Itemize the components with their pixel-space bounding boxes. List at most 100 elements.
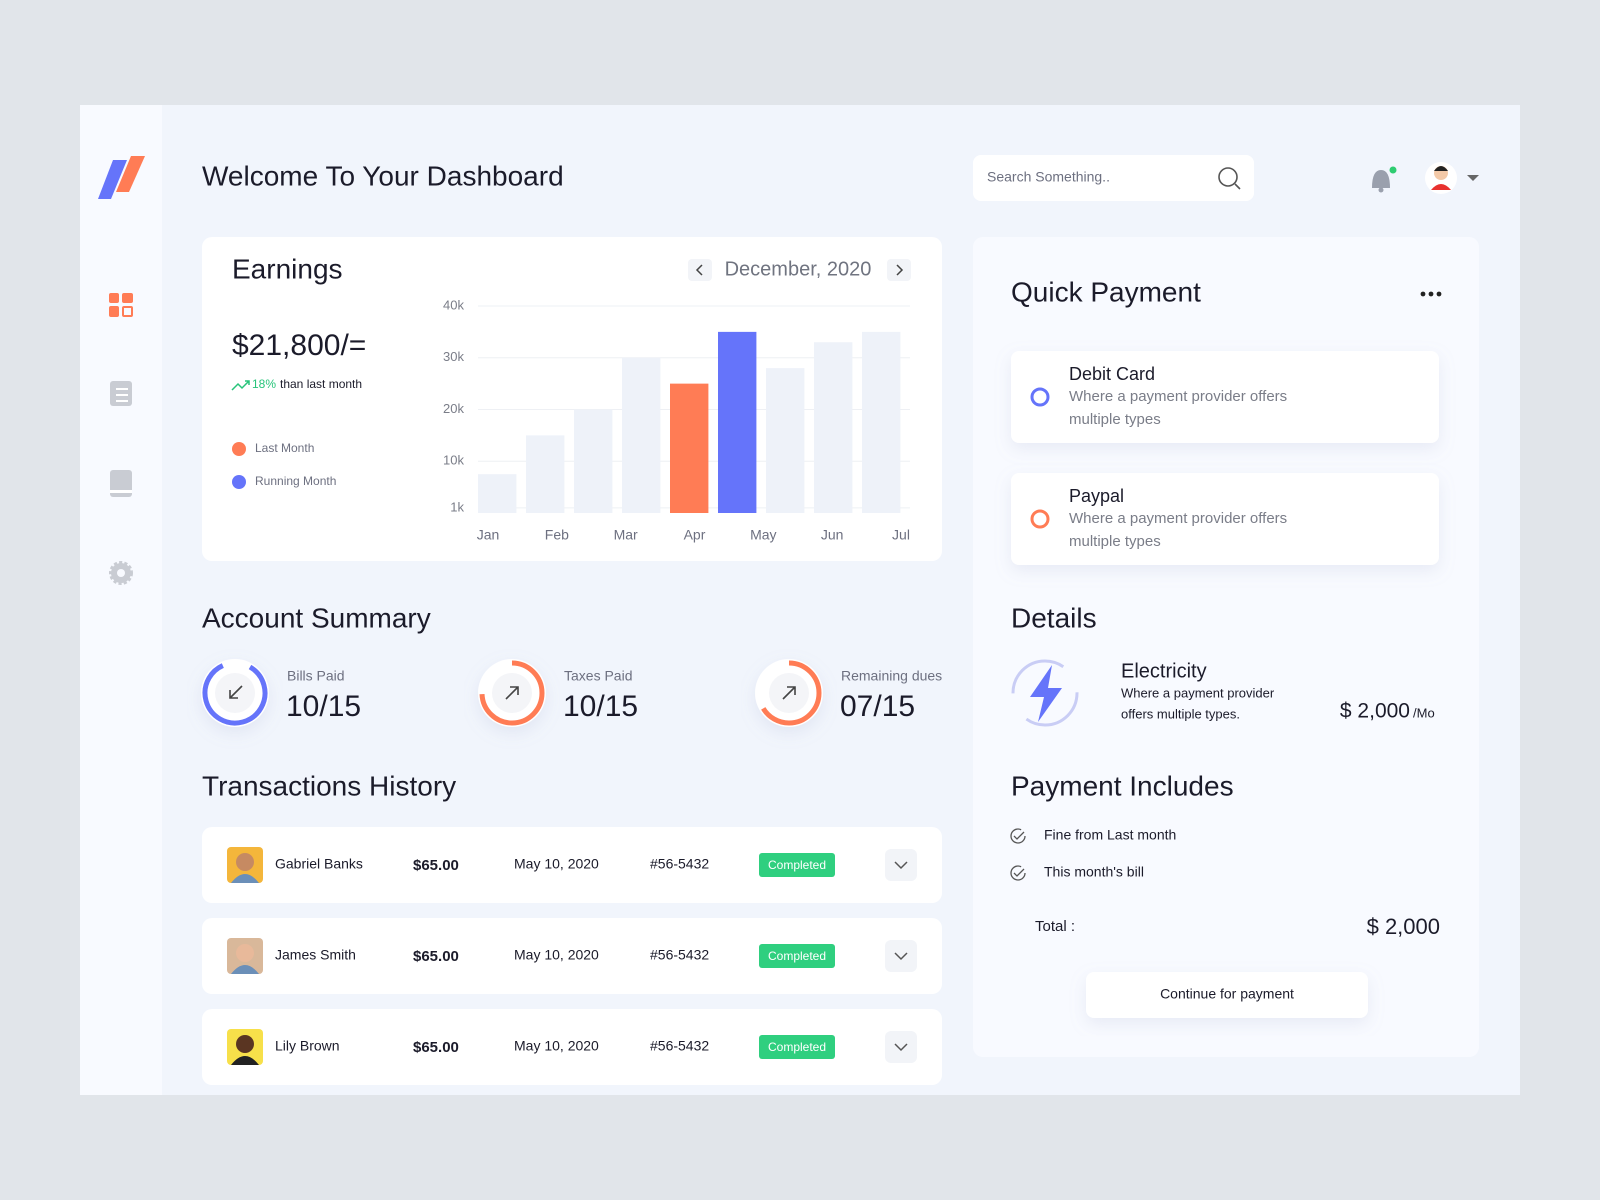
transaction-amount: $65.00 <box>413 1039 459 1056</box>
legend-swatch <box>232 475 246 489</box>
transaction-row <box>202 1009 942 1085</box>
section-title: Transactions History <box>202 770 456 801</box>
payment-option[interactable] <box>1011 351 1439 443</box>
summary-label: Bills Paid <box>287 668 345 684</box>
summary-label: Taxes Paid <box>564 668 632 684</box>
x-tick-label: May <box>750 527 776 543</box>
option-description: Where a payment provider offers <box>1069 388 1287 405</box>
total-value: $ 2,000 <box>1367 914 1440 939</box>
change-value: 18% <box>252 377 276 391</box>
summary-value: 10/15 <box>286 690 361 723</box>
expand-icon <box>894 952 908 961</box>
option-name: Paypal <box>1069 486 1124 506</box>
transaction-id: #56-5432 <box>650 947 709 963</box>
detail-description: offers multiple types. <box>1121 706 1240 721</box>
change-text: than last month <box>280 377 362 391</box>
nav-reports[interactable] <box>110 381 132 406</box>
bar <box>718 331 757 513</box>
x-tick-label: Feb <box>545 527 569 543</box>
sidebar <box>80 105 162 1095</box>
y-tick-label: 20k <box>443 401 464 416</box>
earnings-title: Earnings <box>232 253 343 284</box>
avatar-body <box>231 965 259 974</box>
notifications[interactable] <box>1372 166 1397 193</box>
earnings-total: $21,800/= <box>232 329 366 362</box>
nav-dashboard[interactable] <box>109 293 133 317</box>
bills-ring <box>201 659 269 727</box>
radio <box>1030 509 1050 529</box>
avatar-body <box>231 1056 259 1065</box>
bar <box>622 357 661 513</box>
x-tick-label: Mar <box>614 527 638 543</box>
transaction-date: May 10, 2020 <box>514 856 599 872</box>
nav-settings[interactable] <box>109 561 133 585</box>
status-label: Completed <box>768 949 826 963</box>
include-item: This month's bill <box>1044 864 1144 880</box>
bar <box>766 368 805 513</box>
avatar-face <box>236 853 254 871</box>
transaction-name: Gabriel Banks <box>275 856 363 872</box>
x-tick-label: Jun <box>821 527 844 543</box>
panel-title: Quick Payment <box>1011 276 1201 307</box>
y-tick-label: 40k <box>443 297 464 312</box>
transaction-amount: $65.00 <box>413 857 459 874</box>
bar <box>478 474 517 513</box>
search-placeholder: Search Something.. <box>987 169 1110 185</box>
option-description: multiple types <box>1069 411 1161 428</box>
summary-value: 07/15 <box>840 690 915 723</box>
transaction-date: May 10, 2020 <box>514 947 599 963</box>
period-next[interactable] <box>887 259 911 281</box>
period-prev[interactable] <box>688 259 712 281</box>
payment-option[interactable] <box>1011 473 1439 565</box>
earnings-card <box>202 237 942 561</box>
logo <box>98 156 145 199</box>
period: December, 2020 <box>725 258 872 280</box>
summary-value: 10/15 <box>563 690 638 723</box>
trend-icon <box>231 380 250 391</box>
legend-swatch <box>232 442 246 456</box>
taxes-ring <box>478 659 546 727</box>
bar <box>526 435 565 513</box>
x-tick-label: Apr <box>684 527 706 543</box>
x-tick-label: Jan <box>477 527 500 543</box>
transaction-name: Lily Brown <box>275 1038 340 1054</box>
expand-button[interactable] <box>885 849 917 881</box>
search-box[interactable]: Search Something.. <box>973 155 1254 201</box>
transaction-date: May 10, 2020 <box>514 1038 599 1054</box>
detail-description: Where a payment provider <box>1121 685 1275 700</box>
continue-button[interactable]: Continue for payment <box>1086 972 1368 1018</box>
bar <box>670 383 709 513</box>
expand-button[interactable] <box>885 940 917 972</box>
dues-ring <box>755 659 823 727</box>
transaction-name: James Smith <box>275 947 356 963</box>
detail-price: $ 2,000 <box>1340 700 1410 723</box>
y-tick-label: 30k <box>443 349 464 364</box>
check-mark <box>1013 831 1025 840</box>
page-title: Welcome To Your Dashboard <box>202 160 564 191</box>
y-tick-label: 1k <box>450 499 464 514</box>
expand-icon <box>894 1043 908 1052</box>
summary-label: Remaining dues <box>841 668 942 684</box>
panel-title: Details <box>1011 602 1097 633</box>
expand-icon <box>894 861 908 870</box>
transaction-id: #56-5432 <box>650 1038 709 1054</box>
bar <box>862 331 901 513</box>
status-badge <box>759 1035 835 1059</box>
option-name: Debit Card <box>1069 364 1155 384</box>
expand-button[interactable] <box>885 1031 917 1063</box>
nav-book[interactable] <box>110 470 132 497</box>
x-tick-label: Jul <box>892 527 910 543</box>
status-label: Completed <box>768 858 826 872</box>
avatar-face <box>236 1035 254 1053</box>
option-description: Where a payment provider offers <box>1069 510 1287 527</box>
y-tick-label: 10k <box>443 453 464 468</box>
check-icon <box>1010 828 1026 844</box>
status-label: Completed <box>768 1040 826 1054</box>
profile-menu[interactable] <box>1425 162 1479 194</box>
avatar-face <box>236 944 254 962</box>
more-menu[interactable] <box>1420 291 1442 297</box>
check-mark <box>1013 868 1025 877</box>
check-icon <box>1010 865 1026 881</box>
